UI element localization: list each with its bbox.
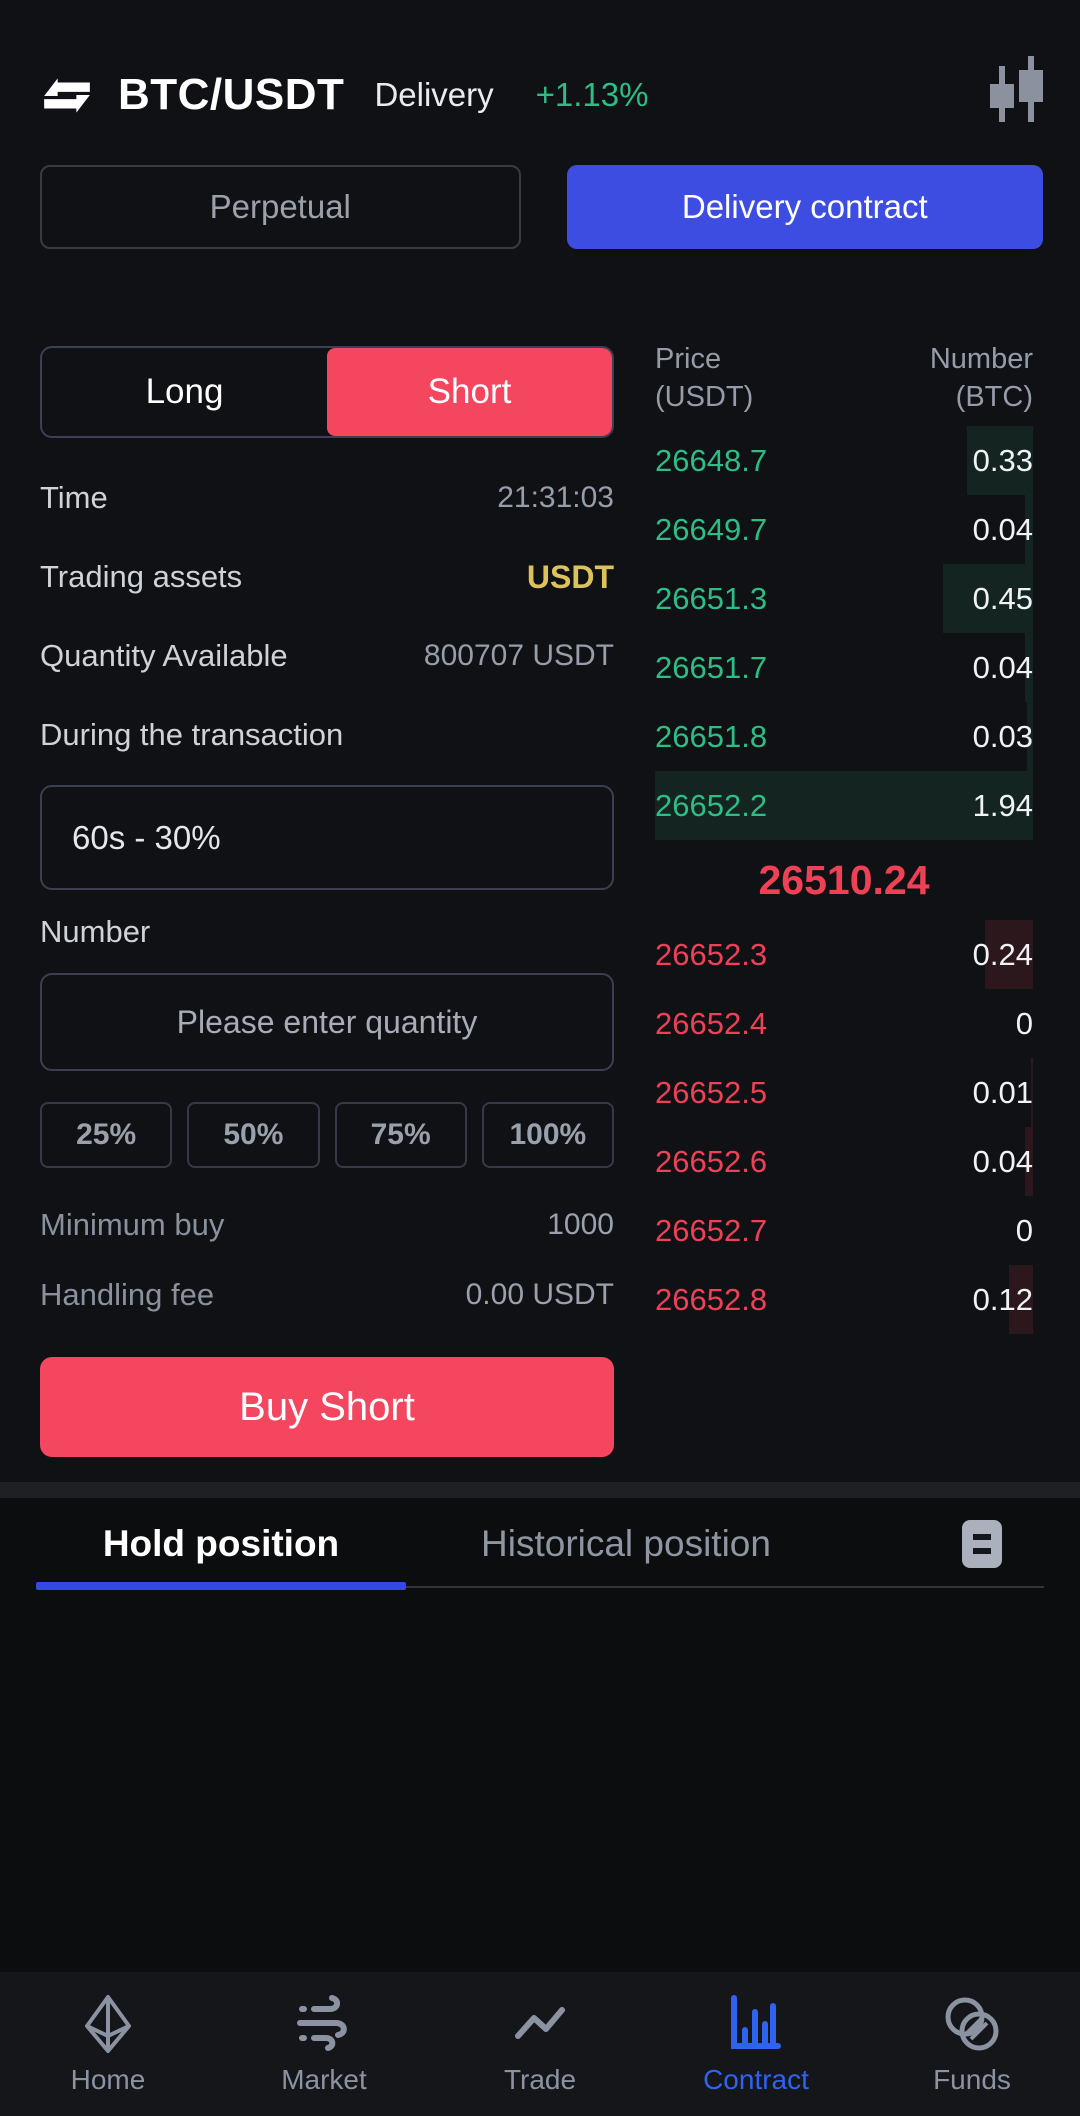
percent-75-button[interactable]: 75%	[334, 1102, 467, 1168]
time-value: 21:31:03	[497, 481, 614, 514]
positions-tabs: Hold position Historical position	[0, 1498, 1080, 1590]
duration-label: During the transaction	[40, 717, 344, 752]
nav-item-trade[interactable]: Trade	[432, 1972, 648, 2116]
buy-short-button[interactable]: Buy Short	[40, 1357, 614, 1457]
percent-100-button[interactable]: 100%	[481, 1102, 614, 1168]
ask-row[interactable]: 26648.7 0.33	[655, 426, 1033, 495]
number-column-header: Number (BTC)	[929, 343, 1033, 413]
nav-item-contract[interactable]: Contract	[648, 1972, 864, 2116]
depth-bar	[655, 771, 1033, 840]
trading-assets-value: USDT	[526, 558, 614, 595]
nav-item-funds[interactable]: Funds	[864, 1972, 1080, 2116]
short-tab[interactable]: Short	[327, 348, 612, 436]
price-change-percent: +1.13%	[535, 76, 649, 113]
tab-historical-position[interactable]: Historical position	[481, 1523, 771, 1564]
section-divider	[0, 1482, 1080, 1498]
market-type-label: Delivery	[374, 76, 494, 113]
percent-50-button[interactable]: 50%	[187, 1102, 320, 1168]
ask-row[interactable]: 26651.7 0.04	[655, 633, 1033, 702]
quantity-available-label: Quantity Available	[40, 638, 288, 673]
bid-row[interactable]: 26652.7 0	[655, 1212, 1033, 1248]
order-book: Price (USDT) Number (BTC) 26648.7 0.33 26…	[655, 340, 1033, 1334]
ethereum-icon	[85, 1995, 131, 2053]
depth-bar	[1031, 1058, 1033, 1127]
bar-chart-icon	[731, 1995, 781, 2049]
trend-line-icon	[515, 2007, 565, 2039]
percent-25-button[interactable]: 25%	[40, 1102, 173, 1168]
depth-bar	[1025, 1127, 1033, 1196]
overlap-coins-icon	[945, 1997, 999, 2051]
handling-fee-row: Handling fee 0.00 USDT	[40, 1273, 614, 1317]
ask-row[interactable]: 26651.3 0.45	[655, 564, 1033, 633]
duration-select[interactable]: 60s - 30%	[40, 785, 614, 890]
nav-label: Home	[70, 2064, 146, 2095]
active-tab-underline	[36, 1582, 406, 1590]
depth-bar	[1025, 495, 1033, 564]
perpetual-button[interactable]: Perpetual	[40, 165, 521, 249]
pair-title: BTC/USDT	[118, 70, 345, 119]
time-row: Time 21:31:03	[40, 476, 614, 520]
swap-pair-icon[interactable]	[40, 68, 94, 122]
nav-label: Market	[281, 2064, 367, 2095]
bid-row[interactable]: 26652.3 0.24	[655, 920, 1033, 989]
candlestick-chart-icon[interactable]	[986, 56, 1044, 134]
ask-row[interactable]: 26651.8 0.03	[655, 702, 1033, 771]
trading-assets-label: Trading assets	[40, 559, 243, 594]
bid-row[interactable]: 26652.4 0	[655, 1005, 1033, 1041]
depth-bar	[985, 920, 1033, 989]
nav-item-home[interactable]: Home	[0, 1972, 216, 2116]
trade-panel: Long Short Time 21:31:03 Trading assets …	[40, 346, 614, 1457]
depth-bar	[1009, 1265, 1033, 1334]
minimum-buy-value: 1000	[547, 1208, 614, 1241]
order-list-icon[interactable]	[962, 1520, 1002, 1568]
last-price: 26510.24	[758, 856, 930, 903]
bid-row[interactable]: 26652.5 0.01	[655, 1058, 1033, 1127]
long-tab[interactable]: Long	[145, 372, 224, 411]
depth-bar	[943, 564, 1033, 633]
tabs-divider-line	[36, 1586, 1044, 1588]
time-label: Time	[40, 480, 108, 515]
trading-assets-row: Trading assets USDT	[40, 555, 614, 599]
long-short-toggle: Long Short	[40, 346, 614, 438]
bid-row[interactable]: 26652.8 0.12	[655, 1265, 1033, 1334]
tab-hold-position[interactable]: Hold position	[102, 1523, 340, 1564]
positions-section: Hold position Historical position	[0, 1498, 1080, 1972]
handling-fee-label: Handling fee	[40, 1277, 215, 1312]
bottom-navigation: Home Market Trade	[0, 1972, 1080, 2116]
ask-row[interactable]: 26652.2 1.94	[655, 771, 1033, 840]
depth-bar	[1027, 702, 1033, 771]
price-column-header: Price (USDT)	[655, 343, 754, 413]
delivery-contract-button[interactable]: Delivery contract	[566, 165, 1043, 249]
depth-bar	[967, 426, 1033, 495]
handling-fee-value: 0.00 USDT	[465, 1278, 614, 1311]
nav-item-market[interactable]: Market	[216, 1972, 432, 2116]
minimum-buy-row: Minimum buy 1000	[40, 1203, 614, 1247]
quantity-available-value: 800707 USDT	[423, 639, 614, 672]
quantity-input[interactable]	[40, 973, 614, 1071]
number-label: Number	[40, 914, 151, 949]
nav-label: Trade	[503, 2064, 577, 2095]
minimum-buy-label: Minimum buy	[40, 1207, 225, 1242]
order-book-header: Price (USDT) Number (BTC)	[655, 340, 1033, 416]
percent-quick-select: 25% 50% 75% 100%	[40, 1102, 614, 1168]
ask-row[interactable]: 26649.7 0.04	[655, 495, 1033, 564]
nav-label: Funds	[933, 2064, 1011, 2095]
bid-row[interactable]: 26652.6 0.04	[655, 1127, 1033, 1196]
depth-bar	[1025, 633, 1033, 702]
number-label-row: Number	[40, 910, 614, 954]
nav-label: Contract	[703, 2064, 809, 2095]
app-header: BTC/USDT Delivery +1.13%	[40, 50, 1044, 140]
duration-label-row: During the transaction	[40, 713, 614, 757]
wind-icon	[297, 1995, 347, 2051]
contract-type-switch: Perpetual Delivery contract	[40, 165, 1043, 249]
quantity-available-row: Quantity Available 800707 USDT	[40, 634, 614, 678]
